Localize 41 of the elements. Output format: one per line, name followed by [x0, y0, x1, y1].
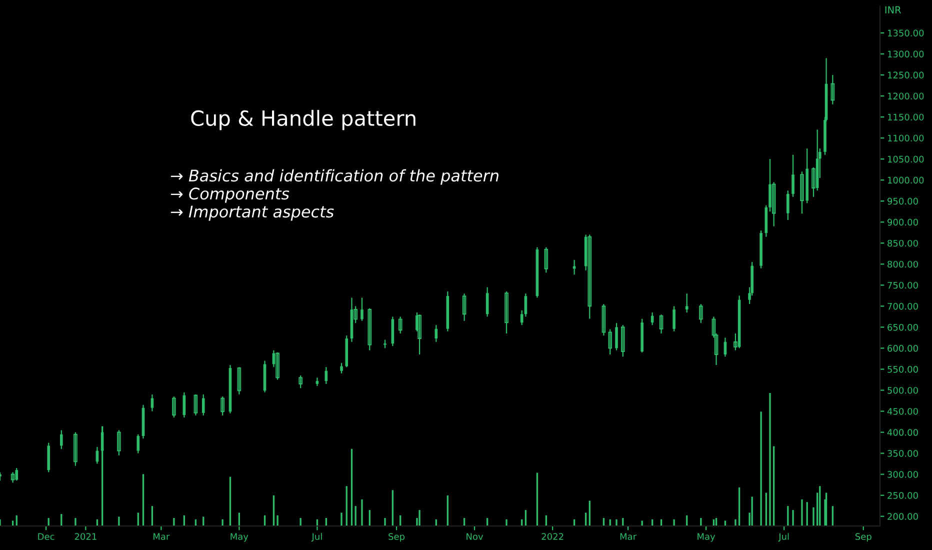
x-tick-label: 2021 [74, 533, 96, 540]
annotation: → Basics and identification of the pattern [170, 169, 498, 185]
y-tick-label: 550.00 [888, 366, 918, 373]
x-tick-label: 2022 [542, 533, 564, 540]
y-tick-label: 950.00 [888, 198, 918, 205]
x-tick-label: Nov [466, 533, 484, 540]
y-tick-label: 1250.00 [888, 72, 924, 78]
y-tick-label: 1100.00 [888, 134, 924, 142]
y-tick-label: 1350.00 [888, 30, 924, 36]
y-axis-title: INR [885, 6, 902, 14]
y-tick-label: 600.00 [888, 344, 918, 352]
y-tick-label: 1300.00 [888, 50, 924, 58]
x-tick-label: Dec [38, 533, 54, 540]
annotation: → Important aspects [170, 206, 334, 221]
y-tick-label: 850.00 [888, 240, 918, 247]
x-tick-label: Sep [855, 533, 872, 542]
y-tick-label: 1050.00 [888, 156, 924, 163]
y-tick-label: 1200.00 [888, 92, 924, 100]
x-tick-label: Jul [778, 532, 789, 542]
y-tick-label: 200.00 [888, 513, 918, 520]
y-tick-label: 450.00 [887, 408, 918, 415]
y-tick-label: 700.00 [888, 302, 918, 310]
x-tick-label: Sep [388, 533, 405, 542]
y-tick-label: 250.00 [888, 492, 918, 499]
y-tick-label: 300.00 [888, 471, 918, 478]
y-tick-label: 900.00 [888, 218, 918, 226]
annotation: → Components [170, 188, 290, 203]
x-tick-label: May [698, 533, 716, 542]
y-tick-label: 500.00 [888, 386, 918, 394]
x-tick-label: Jul [311, 532, 322, 542]
y-tick-label: 650.00 [888, 324, 918, 331]
x-tick-label: Mar [154, 533, 170, 540]
y-tick-label: 1000.00 [888, 176, 924, 184]
y-tick-label: 1150.00 [888, 114, 924, 121]
x-tick-label: May [230, 533, 248, 542]
y-tick-label: 350.00 [888, 450, 918, 457]
x-tick-label: Mar [620, 533, 637, 540]
text: Cup & Handle pattern [191, 110, 416, 130]
y-tick-label: 400.00 [887, 428, 918, 436]
y-tick-label: 800.00 [888, 260, 918, 268]
y-tick-label: 750.00 [888, 282, 918, 289]
